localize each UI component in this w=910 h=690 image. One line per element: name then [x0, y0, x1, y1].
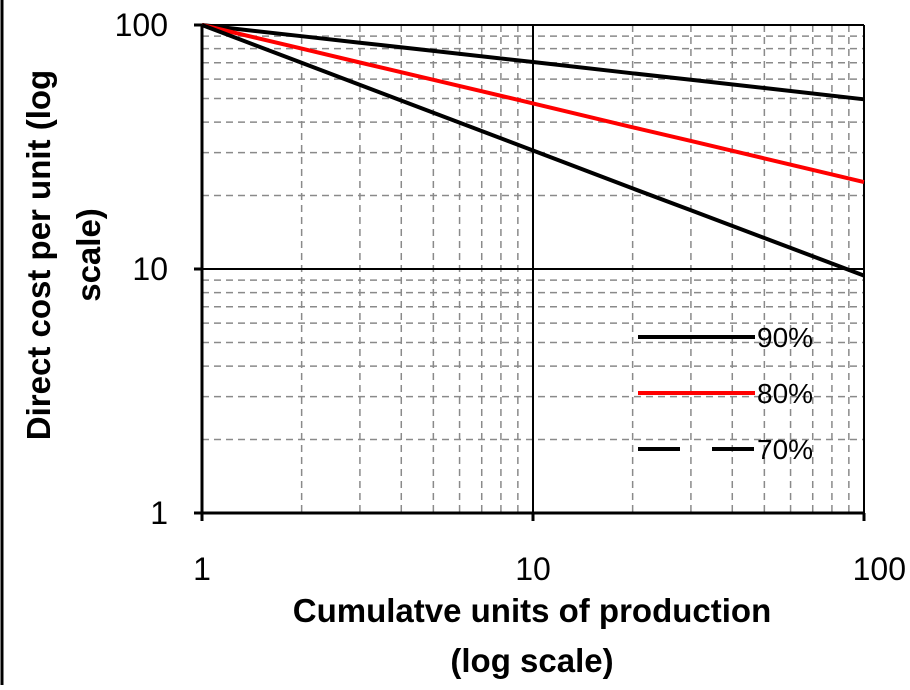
x-tick-label: 1: [193, 551, 211, 587]
axes: [194, 23, 866, 521]
series-layer: [201, 23, 865, 278]
y-tick-label: 100: [115, 7, 168, 43]
axis-titles: Cumulatve units of production (log scale…: [20, 70, 771, 679]
tick-labels: 1 10 100 1 10 100: [115, 7, 906, 587]
y-tick-label: 10: [132, 251, 168, 287]
y-tick-label: 1: [150, 495, 168, 531]
x-tick-label: 10: [515, 551, 551, 587]
x-axis-title-line-2: (log scale): [450, 642, 613, 679]
legend: 90% 80% 70%: [638, 322, 813, 465]
x-tick-label: 100: [853, 551, 906, 587]
legend-label-90pct: 90%: [757, 322, 813, 353]
y-axis-title-line-2: scale): [70, 208, 107, 302]
series-line-90pct: [201, 23, 865, 102]
legend-label-70pct: 70%: [757, 434, 813, 465]
legend-label-80pct: 80%: [757, 378, 813, 409]
series-line-70pct: [201, 23, 865, 278]
y-axis-title-line-1: Direct cost per unit (log: [20, 70, 57, 440]
x-axis-title-line-1: Cumulatve units of production: [293, 592, 771, 629]
series-line-80pct: [201, 23, 865, 185]
